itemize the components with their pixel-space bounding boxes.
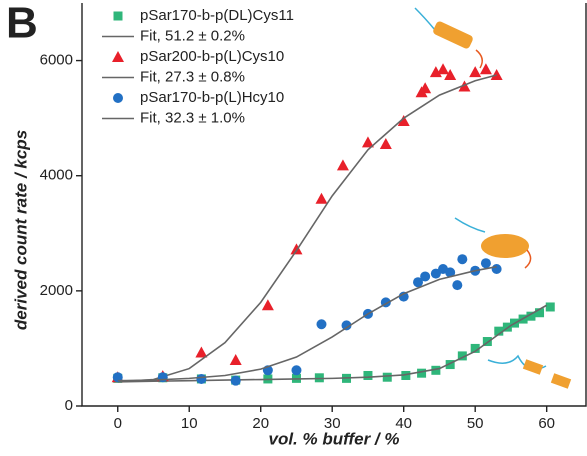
legend-label: pSar200-b-p(L)Cys10 (140, 48, 284, 65)
data-point (480, 258, 491, 269)
legend-label: Fit, 51.2 ± 0.2% (140, 27, 245, 44)
x-tick-label: 50 (467, 415, 484, 432)
data-point (196, 373, 207, 384)
data-point (445, 267, 456, 278)
legend-label: pSar170-b-p(DL)Cys11 (140, 7, 294, 24)
data-point (431, 365, 441, 375)
panel-label: B (6, 0, 38, 48)
data-point (291, 365, 302, 376)
data-point (398, 291, 409, 302)
data-point (490, 68, 503, 80)
data-point (545, 302, 555, 312)
legend-marker (112, 51, 124, 62)
x-tick-label: 40 (395, 415, 412, 432)
data-point (445, 360, 455, 370)
data-point (437, 63, 450, 75)
legend-label: pSar170-b-p(L)Hcy10 (140, 89, 284, 106)
y-tick-label: 4000 (40, 167, 73, 184)
data-point (397, 115, 410, 127)
data-point (261, 299, 274, 311)
x-axis-label: vol. % buffer / % (269, 429, 400, 448)
data-point (363, 370, 373, 380)
illustration (414, 7, 572, 389)
data-point (316, 319, 327, 330)
data-point (452, 280, 463, 291)
y-tick-label: 0 (65, 397, 73, 414)
data-point (419, 82, 432, 94)
y-tick-label: 6000 (40, 52, 73, 69)
data-point (413, 277, 423, 288)
data-point (379, 138, 392, 150)
fit-line (117, 304, 548, 383)
data-point (417, 368, 427, 378)
data-point (361, 136, 374, 148)
data-point (336, 159, 349, 171)
legend-marker (113, 11, 123, 21)
data-point (469, 66, 482, 78)
data-point (444, 68, 457, 80)
data-point (290, 243, 303, 255)
y-axis-label: derived count rate / kcps (11, 130, 30, 330)
legend-label: Fit, 27.3 ± 0.8% (140, 68, 245, 85)
fit-line (117, 74, 497, 383)
fit-line (117, 265, 497, 382)
data-point (491, 263, 502, 274)
data-point (494, 326, 504, 336)
data-point (430, 268, 441, 279)
data-point (420, 271, 431, 282)
y-tick-label: 2000 (40, 282, 73, 299)
data-point (401, 370, 411, 380)
data-point (457, 254, 468, 265)
data-point (479, 63, 492, 75)
data-point (195, 346, 208, 358)
data-point (157, 372, 168, 383)
x-tick-label: 60 (538, 415, 555, 432)
x-tick-label: 30 (324, 415, 341, 432)
data-point (341, 320, 352, 331)
data-point (230, 375, 241, 386)
data-point (457, 351, 467, 361)
x-tick-label: 10 (181, 415, 198, 432)
data-point (112, 372, 123, 383)
x-tick-label: 20 (252, 415, 269, 432)
data-point (315, 192, 328, 204)
data-point (382, 372, 392, 382)
x-tick-label: 0 (114, 415, 122, 432)
data-point (526, 311, 536, 321)
data-point (458, 80, 471, 92)
data-point (535, 308, 545, 318)
data-point (229, 353, 242, 365)
legend-marker (113, 93, 123, 103)
axis-frame (81, 3, 587, 407)
data-point (429, 66, 442, 78)
data-point (470, 343, 480, 353)
legend-label: Fit, 32.3 ± 1.0% (140, 109, 245, 126)
